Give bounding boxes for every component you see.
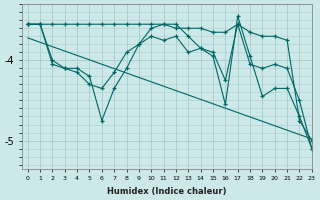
X-axis label: Humidex (Indice chaleur): Humidex (Indice chaleur) [107,187,227,196]
